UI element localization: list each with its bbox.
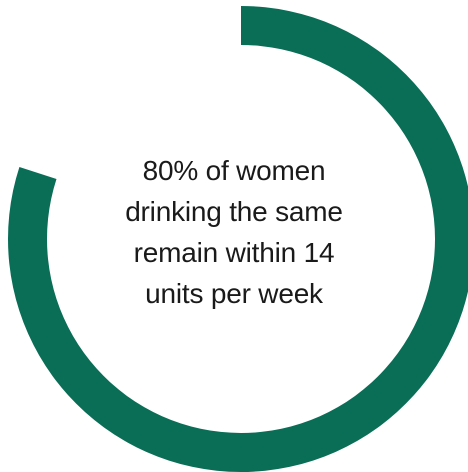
center-label: 80% of women drinking the same remain wi…	[84, 150, 384, 314]
center-label-line-3: remain within 14	[84, 232, 384, 273]
center-label-line-4: units per week	[84, 273, 384, 314]
center-label-line-1: 80% of women	[84, 150, 384, 191]
center-label-line-2: drinking the same	[84, 191, 384, 232]
